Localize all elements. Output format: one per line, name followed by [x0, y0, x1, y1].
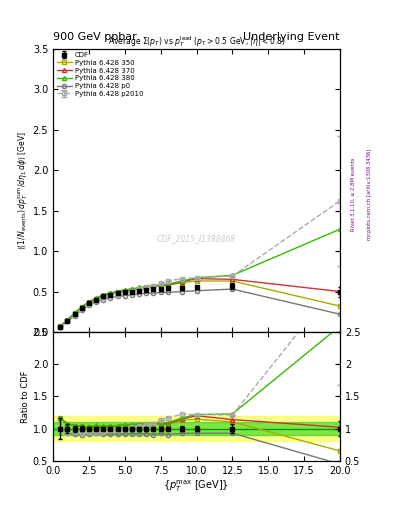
Line: Pythia 6.428 350: Pythia 6.428 350 [58, 279, 342, 328]
Pythia 6.428 350 [144, 285, 149, 291]
Pythia 6.428 380 [123, 287, 127, 293]
Pythia 6.428 370 [123, 287, 127, 293]
Pythia 6.428 350 [58, 323, 62, 329]
Pythia 6.428 p0 [338, 311, 342, 317]
Line: Pythia 6.428 p0: Pythia 6.428 p0 [58, 287, 342, 329]
Pythia 6.428 370 [165, 282, 170, 288]
Pythia 6.428 370 [94, 296, 99, 302]
Pythia 6.428 350 [180, 280, 185, 286]
Pythia 6.428 370 [86, 299, 91, 305]
Text: 900 GeV ppbar: 900 GeV ppbar [53, 32, 137, 42]
Pythia 6.428 370 [65, 317, 70, 323]
Pythia 6.428 350 [165, 282, 170, 288]
Pythia 6.428 p0 [108, 295, 113, 301]
Line: Pythia 6.428 370: Pythia 6.428 370 [58, 276, 342, 328]
Pythia 6.428 370 [58, 323, 62, 329]
Pythia 6.428 370 [101, 292, 106, 298]
Pythia 6.428 380 [79, 304, 84, 310]
Pythia 6.428 370 [144, 284, 149, 290]
X-axis label: $\{p_T^\mathrm{max}$ [GeV]$\}$: $\{p_T^\mathrm{max}$ [GeV]$\}$ [163, 478, 230, 494]
Pythia 6.428 p0 [72, 313, 77, 319]
Pythia 6.428 350 [79, 304, 84, 310]
Pythia 6.428 380 [72, 310, 77, 316]
Pythia 6.428 p0 [144, 290, 149, 296]
Pythia 6.428 380 [115, 288, 120, 294]
Pythia 6.428 p0 [165, 289, 170, 295]
Legend: CDF, Pythia 6.428 350, Pythia 6.428 370, Pythia 6.428 380, Pythia 6.428 p0, Pyth: CDF, Pythia 6.428 350, Pythia 6.428 370,… [55, 51, 145, 98]
Pythia 6.428 p0 [58, 324, 62, 330]
Pythia 6.428 350 [65, 317, 70, 323]
Text: mcplots.cern.ch [arXiv:1306.3436]: mcplots.cern.ch [arXiv:1306.3436] [367, 149, 372, 240]
Pythia 6.428 380 [151, 283, 156, 289]
Pythia 6.428 p0 [65, 318, 70, 325]
Pythia 6.428 p0 [123, 292, 127, 298]
Pythia 6.428 370 [338, 288, 342, 294]
Pythia 6.428 380 [194, 274, 199, 281]
Pythia 6.428 370 [72, 310, 77, 316]
Pythia 6.428 p0 [94, 299, 99, 305]
Pythia 6.428 370 [108, 290, 113, 296]
Bar [53, 416, 340, 441]
Pythia 6.428 370 [180, 279, 185, 285]
Pythia 6.428 p0 [130, 292, 134, 298]
Pythia 6.428 350 [86, 299, 91, 305]
Pythia 6.428 350 [72, 310, 77, 316]
Pythia 6.428 370 [79, 304, 84, 310]
Y-axis label: $\langle(1/N_\mathrm{events})\, dp_T^\mathrm{sum}/d\eta_1\, d\phi\rangle$ [GeV]: $\langle(1/N_\mathrm{events})\, dp_T^\ma… [17, 131, 30, 250]
Pythia 6.428 350 [108, 291, 113, 297]
Pythia 6.428 350 [230, 278, 235, 284]
Pythia 6.428 350 [338, 303, 342, 309]
Pythia 6.428 370 [130, 286, 134, 292]
Line: Pythia 6.428 380: Pythia 6.428 380 [58, 227, 342, 328]
Title: Average $\Sigma(p_T)$ vs $p_T^\mathrm{lead}$ ($p_T > 0.5$ GeV, $|\eta| < 0.8$): Average $\Sigma(p_T)$ vs $p_T^\mathrm{le… [108, 34, 285, 49]
Y-axis label: Ratio to CDF: Ratio to CDF [21, 370, 30, 422]
Pythia 6.428 p0 [115, 293, 120, 300]
Pythia 6.428 p0 [86, 302, 91, 308]
Pythia 6.428 380 [58, 323, 62, 329]
Pythia 6.428 380 [158, 282, 163, 288]
Pythia 6.428 380 [180, 278, 185, 284]
Pythia 6.428 p0 [151, 290, 156, 296]
Pythia 6.428 350 [158, 283, 163, 289]
Pythia 6.428 350 [130, 287, 134, 293]
Pythia 6.428 350 [115, 289, 120, 295]
Pythia 6.428 350 [137, 286, 141, 292]
Pythia 6.428 370 [137, 285, 141, 291]
Pythia 6.428 380 [338, 226, 342, 232]
Pythia 6.428 p0 [230, 286, 235, 292]
Pythia 6.428 p0 [101, 296, 106, 303]
Pythia 6.428 350 [101, 292, 106, 298]
Pythia 6.428 370 [115, 288, 120, 294]
Pythia 6.428 380 [108, 290, 113, 296]
Pythia 6.428 380 [165, 281, 170, 287]
Pythia 6.428 370 [151, 283, 156, 289]
Pythia 6.428 380 [130, 286, 134, 292]
Text: Rivet 3.1.10, ≥ 2.8M events: Rivet 3.1.10, ≥ 2.8M events [351, 158, 356, 231]
Pythia 6.428 380 [94, 295, 99, 301]
Pythia 6.428 380 [230, 272, 235, 279]
Pythia 6.428 370 [158, 283, 163, 289]
Pythia 6.428 380 [137, 284, 141, 290]
Pythia 6.428 p0 [180, 288, 185, 294]
Bar [53, 422, 340, 435]
Pythia 6.428 380 [144, 284, 149, 290]
Pythia 6.428 p0 [194, 288, 199, 294]
Pythia 6.428 p0 [137, 291, 141, 297]
Text: CDF_2015_I1388868: CDF_2015_I1388868 [157, 234, 236, 243]
Pythia 6.428 380 [101, 292, 106, 298]
Pythia 6.428 380 [86, 299, 91, 305]
Pythia 6.428 p0 [79, 307, 84, 313]
Text: Underlying Event: Underlying Event [243, 32, 340, 42]
Pythia 6.428 350 [123, 288, 127, 294]
Pythia 6.428 p0 [158, 289, 163, 295]
Pythia 6.428 370 [230, 276, 235, 283]
Pythia 6.428 350 [94, 296, 99, 302]
Pythia 6.428 350 [151, 284, 156, 290]
Pythia 6.428 380 [65, 317, 70, 323]
Pythia 6.428 370 [194, 275, 199, 282]
Pythia 6.428 350 [194, 278, 199, 284]
